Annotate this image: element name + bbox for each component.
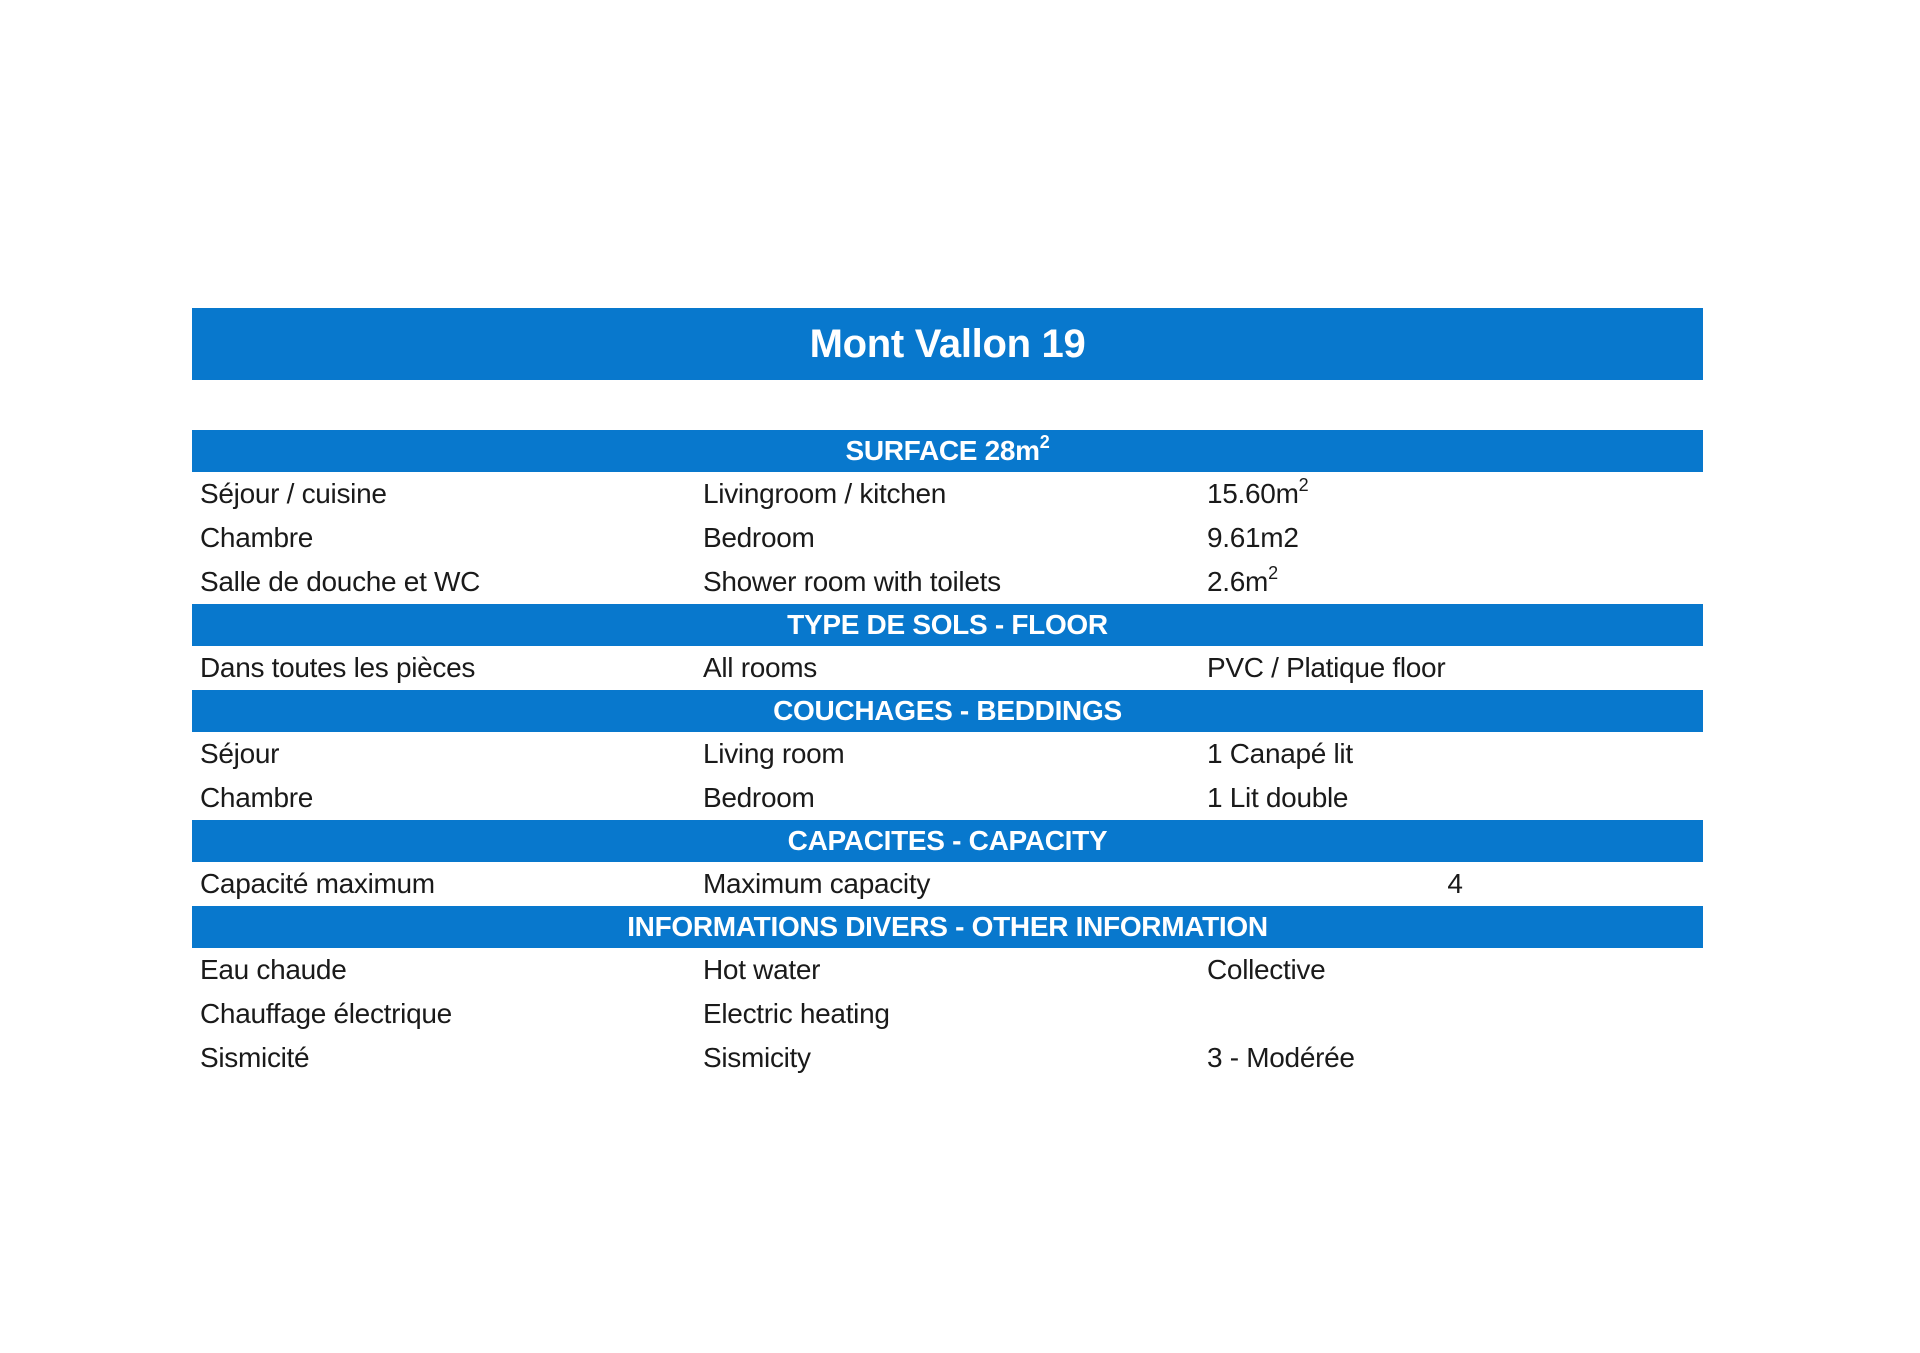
cell-label-fr: Dans toutes les pièces — [200, 652, 476, 683]
property-info-sheet: Mont Vallon 19 SURFACE 28m2 Séjour / cui… — [192, 308, 1703, 1080]
cell-label-fr: Capacité maximum — [200, 868, 435, 899]
cell-label-fr: Chambre — [200, 782, 314, 813]
superscript: 2 — [1268, 562, 1278, 583]
cell-label-en: Livingroom / kitchen — [703, 478, 947, 509]
cell-label-en: Shower room with toilets — [703, 566, 1001, 597]
table-row: Séjour / cuisine Livingroom / kitchen 15… — [192, 472, 1703, 516]
section-header-floor: TYPE DE SOLS - FLOOR — [192, 604, 1703, 646]
cell-label-en: Electric heating — [703, 998, 890, 1029]
cell-label-fr: Séjour / cuisine — [200, 478, 387, 509]
section-header-label: INFORMATIONS DIVERS - OTHER INFORMATION — [627, 911, 1268, 942]
page-title: Mont Vallon 19 — [809, 321, 1086, 366]
section-header-beddings: COUCHAGES - BEDDINGS — [192, 690, 1703, 732]
table-row: Chambre Bedroom 1 Lit double — [192, 776, 1703, 820]
table-row: Capacité maximum Maximum capacity 4 — [192, 862, 1703, 906]
table-row: Chambre Bedroom 9.61m2 — [192, 516, 1703, 560]
cell-label-en: Bedroom — [703, 522, 815, 553]
cell-label-en: Hot water — [703, 954, 821, 985]
cell-value: Collective — [1207, 954, 1326, 985]
cell-value: 2.6m2 — [1207, 562, 1278, 597]
cell-value: 1 Canapé lit — [1207, 738, 1353, 769]
section-header-label: COUCHAGES - BEDDINGS — [773, 695, 1122, 726]
superscript: 2 — [1039, 431, 1050, 452]
cell-value: 15.60m2 — [1207, 474, 1309, 509]
table-row: Séjour Living room 1 Canapé lit — [192, 732, 1703, 776]
superscript: 2 — [1298, 474, 1309, 495]
cell-value: 3 - Modérée — [1207, 1042, 1355, 1073]
section-header-label: SURFACE 28m2 — [845, 431, 1050, 466]
table-row: Salle de douche et WC Shower room with t… — [192, 560, 1703, 604]
cell-label-fr: Sismicité — [200, 1042, 310, 1073]
cell-label-fr: Séjour — [200, 738, 280, 769]
cell-label-fr: Eau chaude — [200, 954, 347, 985]
cell-label-en: All rooms — [703, 652, 817, 683]
cell-value: PVC / Platique floor — [1207, 652, 1446, 683]
section-header-label: CAPACITES - CAPACITY — [787, 825, 1108, 856]
cell-label-fr: Chambre — [200, 522, 314, 553]
cell-label-en: Living room — [703, 738, 845, 769]
table-row: Chauffage électrique Electric heating — [192, 992, 1703, 1036]
cell-label-en: Bedroom — [703, 782, 815, 813]
cell-label-fr: Salle de douche et WC — [200, 566, 481, 597]
section-header-capacity: CAPACITES - CAPACITY — [192, 820, 1703, 862]
cell-label-en: Maximum capacity — [703, 868, 931, 899]
cell-value: 1 Lit double — [1207, 782, 1349, 813]
section-header-other-information: INFORMATIONS DIVERS - OTHER INFORMATION — [192, 906, 1703, 948]
section-header-surface: SURFACE 28m2 — [192, 430, 1703, 472]
cell-value: 9.61m2 — [1207, 522, 1299, 553]
cell-label-fr: Chauffage électrique — [200, 998, 452, 1029]
table-row: Dans toutes les pièces All rooms PVC / P… — [192, 646, 1703, 690]
cell-label-en: Sismicity — [703, 1042, 811, 1073]
section-header-label: TYPE DE SOLS - FLOOR — [787, 609, 1108, 640]
cell-value: 4 — [1447, 868, 1463, 899]
title-bar: Mont Vallon 19 — [192, 308, 1703, 380]
table-row: Eau chaude Hot water Collective — [192, 948, 1703, 992]
table-row: Sismicité Sismicity 3 - Modérée — [192, 1036, 1703, 1080]
